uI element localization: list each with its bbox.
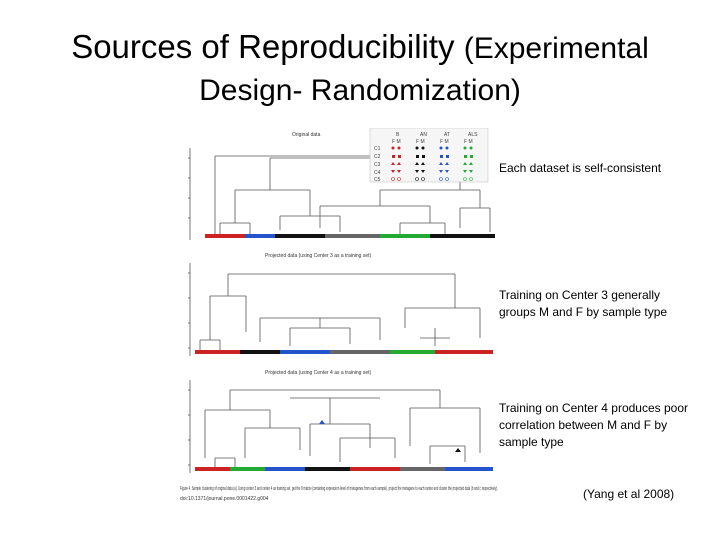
panel1-title: Original data <box>292 132 321 138</box>
legend-subheader-1: F M <box>392 139 401 145</box>
legend-subheader-2: F M <box>416 139 425 145</box>
legend-header-als: ALS <box>468 132 478 138</box>
panel2-title: Projected data (using Center 3 as a trai… <box>265 253 372 259</box>
panel3-title: Projected data (using Center 4 as a trai… <box>265 370 372 376</box>
figure-caption-doi: doi:10.1371/journal.pone.0001422.g004 <box>180 496 269 502</box>
slide-title-line2: Design- Randomization) <box>199 74 521 107</box>
legend-header-b: B <box>396 132 400 138</box>
legend-symbols <box>391 146 473 181</box>
legend-row-c3: C3 <box>374 162 381 168</box>
title-paren: (Experimental <box>463 32 649 65</box>
annotation-self-consistent: Each dataset is self-consistent <box>499 161 662 175</box>
annotation-center4: Training on Center 4 produces poor corre… <box>499 401 688 449</box>
legend-row-c4: C4 <box>374 170 381 176</box>
legend-subheader-3: F M <box>440 139 449 145</box>
legend-header-an: AN <box>420 132 427 138</box>
panel3-leaf-markers <box>195 420 493 471</box>
sample-legend: B AN AT ALS F M F M F M F M C1 C2 C3 C4 … <box>369 128 489 183</box>
figure-caption: Figure 4. Sample clustering of original … <box>180 486 498 492</box>
dendrogram-figure: Original data <box>180 128 500 520</box>
legend-header-at: AT <box>444 132 450 138</box>
panel1-leaf-markers <box>205 234 495 238</box>
legend-row-c1: C1 <box>374 146 381 152</box>
slide-title: Sources of Reproducibility (Experimental… <box>0 28 720 110</box>
title-main: Sources of Reproducibility <box>71 28 455 65</box>
slide-title-line1: Sources of Reproducibility (Experimental <box>0 28 720 68</box>
panel2-leaf-markers <box>195 350 493 354</box>
legend-subheader-4: F M <box>464 139 473 145</box>
legend-row-c5: C5 <box>374 177 381 183</box>
dendrogram-figure-svg: Original data <box>180 128 498 502</box>
panel-center3-projection: Projected data (using Center 3 as a trai… <box>188 253 481 356</box>
citation: (Yang et al 2008) <box>583 487 675 501</box>
panel-center4-projection: Projected data (using Center 4 as a trai… <box>188 370 481 473</box>
annotation-center3: Training on Center 3 generally groups M … <box>499 288 668 319</box>
legend-row-c2: C2 <box>374 154 381 160</box>
